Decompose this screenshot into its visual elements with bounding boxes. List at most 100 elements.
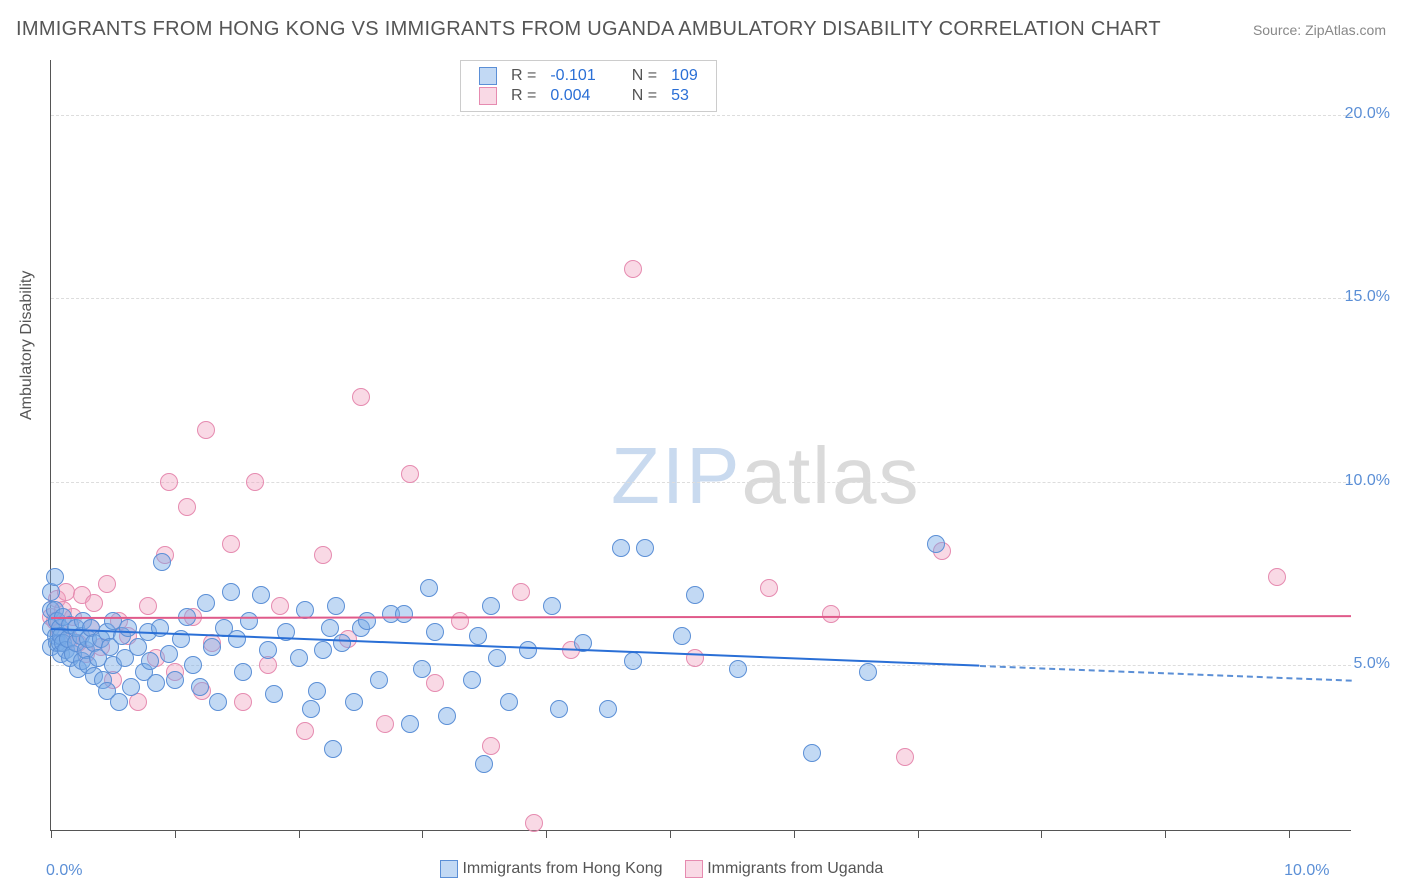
- scatter-point-a: [324, 740, 342, 758]
- y-tick-label: 10.0%: [1345, 472, 1390, 490]
- x-tick-label: 10.0%: [1284, 862, 1329, 880]
- scatter-point-a: [469, 627, 487, 645]
- x-tick: [175, 830, 176, 838]
- scatter-point-a: [166, 671, 184, 689]
- scatter-point-b: [85, 594, 103, 612]
- scatter-point-a: [401, 715, 419, 733]
- source-label: Source: ZipAtlas.com: [1253, 22, 1386, 38]
- scatter-point-a: [209, 693, 227, 711]
- scatter-point-b: [512, 583, 530, 601]
- scatter-point-a: [228, 630, 246, 648]
- scatter-point-a: [302, 700, 320, 718]
- scatter-point-a: [46, 568, 64, 586]
- scatter-point-a: [234, 663, 252, 681]
- swatch-a-icon: [440, 860, 458, 878]
- scatter-point-b: [271, 597, 289, 615]
- chart-container: IMMIGRANTS FROM HONG KONG VS IMMIGRANTS …: [0, 0, 1406, 892]
- scatter-point-a: [358, 612, 376, 630]
- x-tick: [1165, 830, 1166, 838]
- scatter-point-a: [203, 638, 221, 656]
- r-value-a: -0.101: [544, 67, 601, 85]
- legend-series: Immigrants from Hong Kong Immigrants fro…: [440, 860, 883, 878]
- x-tick: [670, 830, 671, 838]
- r-label: R =: [505, 87, 542, 105]
- scatter-point-b: [760, 579, 778, 597]
- y-axis-label: Ambulatory Disability: [18, 271, 36, 420]
- scatter-point-a: [413, 660, 431, 678]
- n-value-b: 53: [665, 87, 704, 105]
- scatter-point-a: [147, 674, 165, 692]
- scatter-point-a: [463, 671, 481, 689]
- scatter-point-a: [475, 755, 493, 773]
- scatter-point-b: [896, 748, 914, 766]
- scatter-point-a: [119, 619, 137, 637]
- scatter-point-a: [482, 597, 500, 615]
- scatter-point-a: [151, 619, 169, 637]
- scatter-point-a: [729, 660, 747, 678]
- scatter-point-a: [543, 597, 561, 615]
- scatter-point-a: [803, 744, 821, 762]
- scatter-point-a: [859, 663, 877, 681]
- scatter-point-b: [234, 693, 252, 711]
- scatter-point-a: [327, 597, 345, 615]
- legend-row-a: R = -0.101 N = 109: [473, 67, 704, 85]
- scatter-point-a: [191, 678, 209, 696]
- trend-line-a-extrap: [980, 665, 1351, 682]
- scatter-point-b: [139, 597, 157, 615]
- plot-area: ZIPatlas: [50, 60, 1351, 831]
- legend-row-b: R = 0.004 N = 53: [473, 87, 704, 105]
- y-tick-label: 5.0%: [1354, 655, 1390, 673]
- scatter-point-a: [308, 682, 326, 700]
- scatter-point-b: [401, 465, 419, 483]
- scatter-point-a: [184, 656, 202, 674]
- scatter-point-b: [160, 473, 178, 491]
- scatter-point-b: [482, 737, 500, 755]
- scatter-point-b: [246, 473, 264, 491]
- scatter-point-b: [376, 715, 394, 733]
- x-tick: [546, 830, 547, 838]
- scatter-point-a: [197, 594, 215, 612]
- scatter-point-b: [197, 421, 215, 439]
- n-label: N =: [626, 87, 663, 105]
- x-tick: [1041, 830, 1042, 838]
- scatter-point-a: [500, 693, 518, 711]
- scatter-point-a: [370, 671, 388, 689]
- scatter-point-a: [160, 645, 178, 663]
- r-value-b: 0.004: [544, 87, 601, 105]
- x-tick-label: 0.0%: [46, 862, 82, 880]
- n-label: N =: [626, 67, 663, 85]
- scatter-point-a: [141, 652, 159, 670]
- x-tick: [1289, 830, 1290, 838]
- scatter-point-b: [314, 546, 332, 564]
- scatter-point-b: [451, 612, 469, 630]
- scatter-point-a: [426, 623, 444, 641]
- swatch-b-icon: [685, 860, 703, 878]
- scatter-point-a: [290, 649, 308, 667]
- scatter-point-a: [438, 707, 456, 725]
- scatter-point-a: [550, 700, 568, 718]
- scatter-point-b: [426, 674, 444, 692]
- x-tick: [299, 830, 300, 838]
- x-tick: [918, 830, 919, 838]
- scatter-point-b: [822, 605, 840, 623]
- scatter-point-a: [153, 553, 171, 571]
- scatter-point-a: [673, 627, 691, 645]
- scatter-point-a: [314, 641, 332, 659]
- watermark: ZIPatlas: [611, 430, 920, 522]
- scatter-point-b: [352, 388, 370, 406]
- scatter-point-a: [333, 634, 351, 652]
- scatter-point-a: [110, 693, 128, 711]
- watermark-part2: atlas: [741, 431, 920, 520]
- gridline: [51, 115, 1351, 116]
- scatter-point-a: [345, 693, 363, 711]
- chart-title: IMMIGRANTS FROM HONG KONG VS IMMIGRANTS …: [16, 18, 1161, 41]
- legend-correlation: R = -0.101 N = 109 R = 0.004 N = 53: [460, 60, 717, 112]
- scatter-point-a: [624, 652, 642, 670]
- x-tick: [51, 830, 52, 838]
- y-tick-label: 20.0%: [1345, 105, 1390, 123]
- r-label: R =: [505, 67, 542, 85]
- x-tick: [422, 830, 423, 838]
- scatter-point-b: [686, 649, 704, 667]
- scatter-point-b: [98, 575, 116, 593]
- n-value-a: 109: [665, 67, 704, 85]
